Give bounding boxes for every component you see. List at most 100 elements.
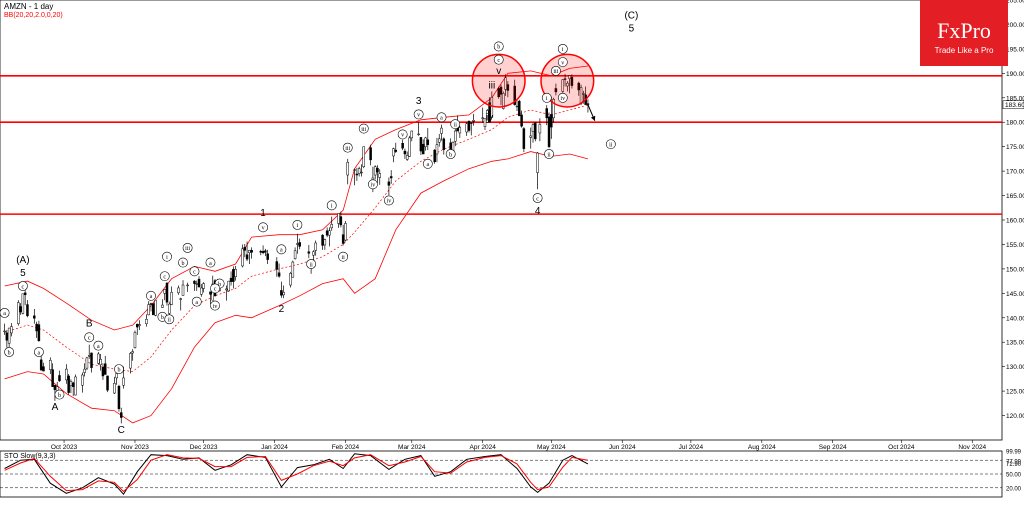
y-tick-label: 185.00	[1006, 95, 1024, 102]
candle-body	[465, 123, 468, 133]
wave-label-circle	[258, 222, 268, 233]
candle-body	[58, 375, 61, 382]
x-tick-label: Aug 2024	[748, 444, 776, 451]
wave-label-circle	[541, 92, 552, 103]
wave-label: a	[97, 344, 100, 350]
x-tick-label: Dec 2023	[190, 444, 218, 451]
sto-label: STO Slow(9,3,3)	[4, 453, 56, 460]
wave-label-circle	[54, 389, 65, 400]
y-tick-label: 125.00	[1006, 389, 1024, 396]
candle-body	[282, 292, 285, 296]
candle-body	[458, 127, 462, 134]
candle-body	[35, 323, 38, 332]
candle-body	[502, 93, 505, 109]
x-tick-label: Jul 2024	[679, 444, 704, 451]
wave-label-circle	[557, 43, 568, 54]
candle-body	[403, 150, 407, 155]
wave-label: 5	[20, 268, 26, 279]
y-tick-label: 135.00	[1006, 340, 1024, 347]
candle-body	[202, 283, 205, 289]
x-tick-label: Apr 2024	[470, 444, 497, 451]
candle-body	[17, 302, 20, 324]
candle-body	[193, 280, 196, 284]
wave-label: iv	[560, 96, 565, 102]
wave-label: iii	[361, 127, 366, 133]
candle-body	[376, 167, 379, 173]
wave-label-circle	[551, 65, 561, 76]
y-tick-label: 195.00	[1006, 46, 1024, 53]
wave-label-circle	[146, 290, 156, 301]
wave-label-circle	[557, 57, 568, 67]
wave-label-circle	[210, 283, 220, 294]
candle-body	[248, 250, 251, 254]
candle-body	[23, 292, 27, 296]
wave-label: v	[401, 133, 404, 139]
candle-body	[53, 384, 57, 390]
y-tick-label: 120.00	[1006, 413, 1024, 420]
candle-body	[410, 130, 414, 139]
wave-label: i	[562, 47, 564, 53]
candle-body	[561, 79, 565, 92]
logo-brand: FxPro	[937, 18, 991, 43]
candle-body	[85, 357, 89, 369]
wave-label-circle	[162, 251, 172, 262]
wave-label: 4	[535, 206, 541, 217]
candle-body	[328, 230, 331, 236]
x-tick-label: Nov 2023	[121, 444, 149, 451]
candle-body	[195, 283, 198, 285]
symbol-label: AMZN - 1 day	[4, 2, 54, 11]
wave-label: i	[546, 96, 548, 102]
wave-label: a	[38, 350, 41, 356]
wave-label: c	[163, 275, 166, 281]
wave-label: i	[331, 204, 333, 210]
candle-body	[433, 149, 436, 163]
candle-body	[337, 213, 340, 224]
candle-body	[277, 272, 281, 277]
candle-body	[435, 144, 439, 155]
wave-label-circle	[544, 149, 554, 159]
candle-body	[138, 324, 141, 326]
wave-label: iii	[489, 81, 496, 92]
wave-label-circle	[182, 242, 193, 253]
candle-body	[154, 299, 157, 316]
bollinger-upper-band	[4, 65, 588, 331]
wave-label-circle	[436, 112, 447, 123]
candle-body	[552, 98, 555, 119]
wave-label-circle	[0, 307, 10, 318]
candle-body	[81, 374, 84, 386]
candle-body	[97, 353, 100, 364]
wave-label-circle	[557, 92, 568, 103]
candle-body	[69, 381, 73, 386]
candle-body	[563, 78, 567, 80]
candle-body	[408, 137, 411, 157]
fxpro-logo: FxPro Trade Like a Pro	[920, 0, 1008, 66]
candle-body	[261, 251, 265, 254]
candle-body	[3, 330, 6, 333]
candle-body	[440, 127, 443, 134]
candle-body	[314, 242, 317, 251]
wave-label-circle	[210, 300, 220, 311]
candle-body	[170, 292, 173, 305]
sto-y-tick-label: 20.00	[1006, 486, 1022, 492]
candle-body	[362, 146, 365, 167]
wave-label: b	[218, 282, 221, 288]
wave-label: i	[297, 223, 299, 229]
candle-body	[339, 216, 343, 226]
wave-label: b	[497, 45, 500, 51]
wave-label: ii	[609, 143, 613, 149]
wave-label-circle	[326, 200, 337, 211]
candle-body	[133, 332, 137, 348]
x-tick-label: May 2024	[537, 444, 566, 451]
candle-body	[426, 139, 430, 145]
logo-tagline: Trade Like a Pro	[934, 46, 994, 55]
wave-label-circle	[493, 41, 504, 52]
wave-label-circle	[93, 340, 104, 351]
candle-body	[177, 287, 180, 294]
wave-label: c	[22, 284, 25, 290]
candle-body	[522, 128, 526, 149]
candle-body	[389, 176, 393, 179]
candle-body	[323, 239, 327, 246]
candle-body	[554, 88, 558, 93]
y-tick-label: 200.00	[1006, 22, 1024, 29]
candle-body	[577, 82, 581, 91]
